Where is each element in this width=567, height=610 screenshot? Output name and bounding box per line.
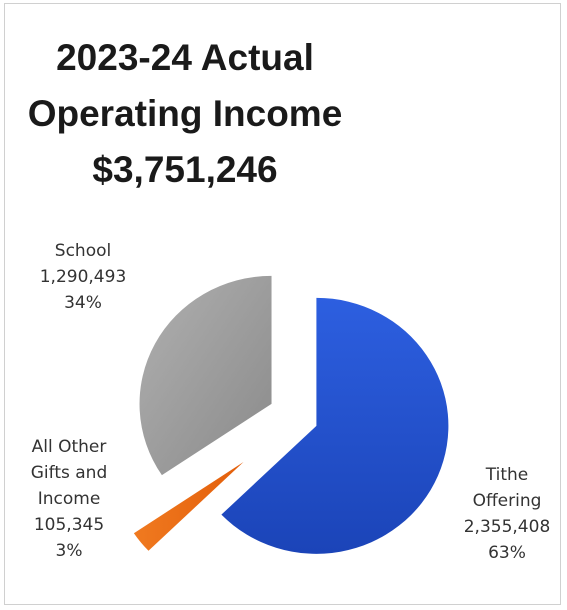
label-other: All Other Gifts and Income 105,345 3% (10, 434, 128, 564)
label-tithe-percent: 63% (488, 543, 526, 563)
chart-title: 2023-24 Actual Operating Income $3,751,2… (0, 30, 370, 198)
pie-slice-school (139, 275, 272, 476)
label-tithe-line-2: Offering (472, 491, 542, 511)
label-school-value: 1,290,493 (39, 267, 127, 287)
pie-slice-tithe-offering (221, 297, 449, 554)
pie-slice-all-other-gifts-and-income (133, 461, 244, 551)
label-tithe-value: 2,355,408 (463, 517, 551, 537)
label-other-value: 105,345 (33, 515, 105, 535)
label-other-percent: 3% (55, 541, 83, 561)
label-school: School 1,290,493 34% (18, 238, 148, 316)
label-tithe: Tithe Offering 2,355,408 63% (452, 462, 562, 566)
label-school-name: School (54, 241, 112, 261)
label-tithe-line-1: Tithe (485, 465, 529, 485)
chart-title-line-2: Operating Income (27, 93, 343, 134)
chart-title-line-1: 2023-24 Actual (56, 37, 314, 78)
label-other-line-1: All Other (31, 437, 107, 457)
chart-title-line-3: $3,751,246 (92, 149, 278, 190)
label-school-percent: 34% (64, 293, 102, 313)
label-other-line-3: Income (37, 489, 101, 509)
label-other-line-2: Gifts and (30, 463, 108, 483)
